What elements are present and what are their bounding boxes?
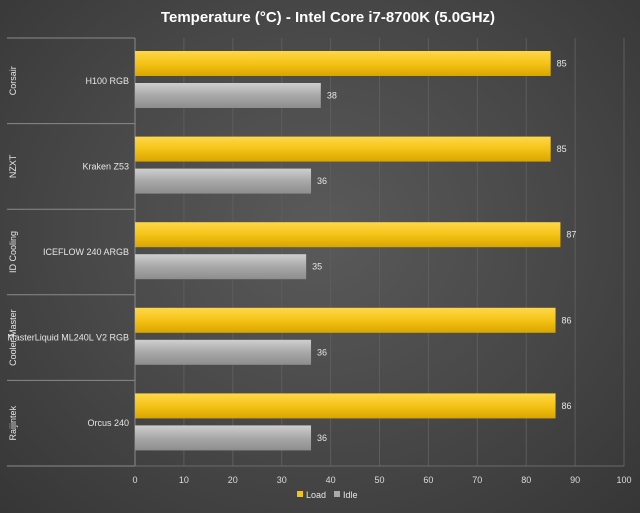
legend-swatch <box>297 491 303 497</box>
group-product-label: Orcus 240 <box>87 418 129 428</box>
bar-idle <box>135 339 312 365</box>
data-label: 86 <box>562 401 572 411</box>
x-tick-label: 20 <box>228 475 238 485</box>
group-product-label: Kraken Z53 <box>82 161 129 171</box>
x-tick-label: 40 <box>326 475 336 485</box>
bar-idle <box>135 254 307 280</box>
group-product-label: ICEFLOW 240 ARGB <box>43 247 129 257</box>
group-brand-label: ID Cooling <box>8 231 18 273</box>
bar-load <box>135 136 551 162</box>
data-label: 36 <box>317 176 327 186</box>
x-tick-label: 0 <box>132 475 137 485</box>
chart-title: Temperature (°C) - Intel Core i7-8700K (… <box>161 9 495 26</box>
x-tick-label: 90 <box>570 475 580 485</box>
bar-load <box>135 307 556 333</box>
data-label: 85 <box>557 59 567 69</box>
group-product-label: H100 RGB <box>85 76 129 86</box>
legend-swatch <box>334 491 340 497</box>
bar-idle <box>135 425 312 451</box>
bar-load <box>135 222 561 248</box>
x-tick-label: 30 <box>277 475 287 485</box>
data-label: 87 <box>566 230 576 240</box>
x-tick-label: 70 <box>472 475 482 485</box>
data-label: 86 <box>562 315 572 325</box>
group-brand-label: NZXT <box>8 154 18 178</box>
group-brand-label: Corsair <box>8 66 18 95</box>
data-label: 36 <box>317 433 327 443</box>
group-brand-label: Cooler Master <box>8 309 18 366</box>
data-label: 35 <box>312 262 322 272</box>
data-label: 85 <box>557 144 567 154</box>
group-product-label: MasterLiquid ML240L V2 RGB <box>7 333 129 343</box>
x-tick-label: 10 <box>179 475 189 485</box>
bar-idle <box>135 168 312 194</box>
x-tick-label: 50 <box>374 475 384 485</box>
data-label: 38 <box>327 91 337 101</box>
x-tick-label: 80 <box>521 475 531 485</box>
x-tick-label: 60 <box>423 475 433 485</box>
bar-load <box>135 393 556 419</box>
bar-idle <box>135 83 321 108</box>
group-brand-label: Raijintek <box>8 405 18 440</box>
bar-load <box>135 51 551 76</box>
x-tick-label: 100 <box>616 475 631 485</box>
data-label: 36 <box>317 347 327 357</box>
legend-label: Load <box>306 490 326 500</box>
legend-label: Idle <box>343 490 358 500</box>
